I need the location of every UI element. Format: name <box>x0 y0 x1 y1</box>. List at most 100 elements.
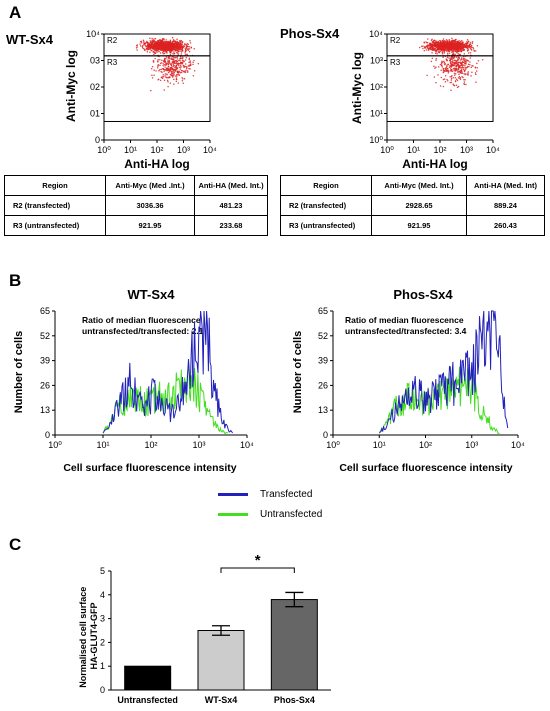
median-table-wt: Region Anti-Myc (Med .Int.) Anti-HA (Med… <box>4 175 268 236</box>
scatter-point <box>443 48 446 50</box>
scatter-point <box>455 51 458 54</box>
scatter-point <box>461 67 463 69</box>
scatter-point <box>163 89 165 91</box>
scatter-point <box>164 61 166 63</box>
scatter-point <box>460 47 463 50</box>
histogram-phos: Phos-Sx4 Cell surface fluorescence inten… <box>292 287 525 474</box>
scatter-point <box>171 36 174 39</box>
scatter-point <box>464 60 466 62</box>
scatter-point <box>445 49 447 52</box>
scatter-point <box>177 62 180 64</box>
scatter-point <box>177 51 179 53</box>
scatter-point <box>458 61 460 64</box>
scatter-point <box>150 46 153 49</box>
y-tick-label: 13 <box>40 405 50 415</box>
scatter-point <box>180 53 183 55</box>
scatter-point <box>162 45 164 47</box>
scatter-point <box>176 44 179 46</box>
scatter-point <box>172 65 174 68</box>
scatter-point <box>181 46 184 49</box>
scatter-point <box>429 44 431 46</box>
scatter-point <box>435 40 437 42</box>
scatter-point <box>165 76 167 78</box>
scatter-point <box>150 49 152 51</box>
scatter-point <box>442 42 444 44</box>
scatter-point <box>172 74 175 77</box>
scatter-point <box>458 53 461 56</box>
gate-label: R2 <box>390 36 401 45</box>
svg-text:Normalised cell surface: Normalised cell surface HA-GLUT4-GFP <box>78 584 99 688</box>
scatter-point <box>166 68 168 70</box>
scatter-point <box>467 45 469 48</box>
scatter-point <box>440 40 442 43</box>
scatter-point <box>174 69 177 72</box>
bar-phos-sx4 <box>270 599 318 691</box>
scatter-point <box>185 43 188 46</box>
scatter-point <box>459 40 462 43</box>
scatter-point <box>170 57 173 59</box>
scatter-point <box>163 68 165 71</box>
table-cell: 889.24 <box>466 195 545 216</box>
table-header-cell: Anti-Myc (Med .Int.) <box>105 175 195 196</box>
scatter-point <box>454 50 457 53</box>
legend-label: Untransfected <box>260 508 323 520</box>
gate-label: R3 <box>107 58 118 67</box>
scatter-point <box>168 77 170 79</box>
scatter-point <box>181 61 183 64</box>
scatter-point <box>154 45 156 48</box>
scatter-point <box>454 48 457 51</box>
scatter-point <box>440 76 443 79</box>
scatter-point <box>157 48 160 50</box>
scatter-point <box>190 46 193 48</box>
scatter-point <box>434 67 436 69</box>
scatter-point <box>181 49 183 51</box>
scatter-point <box>451 45 454 48</box>
scatter-point <box>158 70 160 72</box>
scatter-point <box>159 39 162 41</box>
scatter-point <box>451 37 453 39</box>
scatter-point <box>178 59 180 62</box>
scatter-point <box>432 41 435 43</box>
scatter-point <box>428 47 430 50</box>
scatter-point <box>461 45 463 48</box>
scatter-point <box>459 77 462 79</box>
scatter-point <box>192 74 195 77</box>
scatter-point <box>455 40 457 43</box>
scatter-point <box>172 59 174 61</box>
scatter-point <box>450 79 453 81</box>
scatter-point <box>439 63 442 66</box>
scatter-point <box>161 71 163 74</box>
scatter-point <box>159 64 161 67</box>
scatter-point <box>475 70 478 72</box>
scatter-point <box>476 62 478 65</box>
scatter-point <box>178 74 180 76</box>
x-tick-label: 10⁰ <box>97 145 111 155</box>
scatter-point <box>158 50 160 53</box>
scatter-point <box>159 58 161 61</box>
scatter-point <box>136 46 138 48</box>
scatter-point <box>149 51 151 54</box>
scatter-point <box>467 65 469 68</box>
scatter-point <box>458 46 460 48</box>
panel-label-b: B <box>9 271 22 290</box>
scatter-point <box>188 50 191 53</box>
median-table-phos: Region Anti-Myc (Med. Int.) Anti-HA (Med… <box>280 175 545 236</box>
y-axis-label: Number of cells <box>13 331 25 414</box>
scatter-point <box>441 47 444 50</box>
scatter-point <box>462 47 464 49</box>
scatter-point <box>450 77 453 80</box>
scatter-point <box>451 70 454 73</box>
scatter-point <box>446 56 449 59</box>
scatter-point <box>163 45 166 48</box>
x-tick-label: 10² <box>433 145 446 155</box>
scatter-point <box>136 49 138 51</box>
scatter-point <box>188 46 191 48</box>
scatter-point <box>182 60 185 62</box>
scatter-point <box>458 42 460 44</box>
table-header-cell: Region <box>4 175 106 196</box>
scatter-point <box>454 53 456 55</box>
scatter-point <box>427 49 430 51</box>
scatter-point <box>166 48 168 51</box>
scatter-point <box>448 40 451 43</box>
scatter-point <box>174 42 177 44</box>
